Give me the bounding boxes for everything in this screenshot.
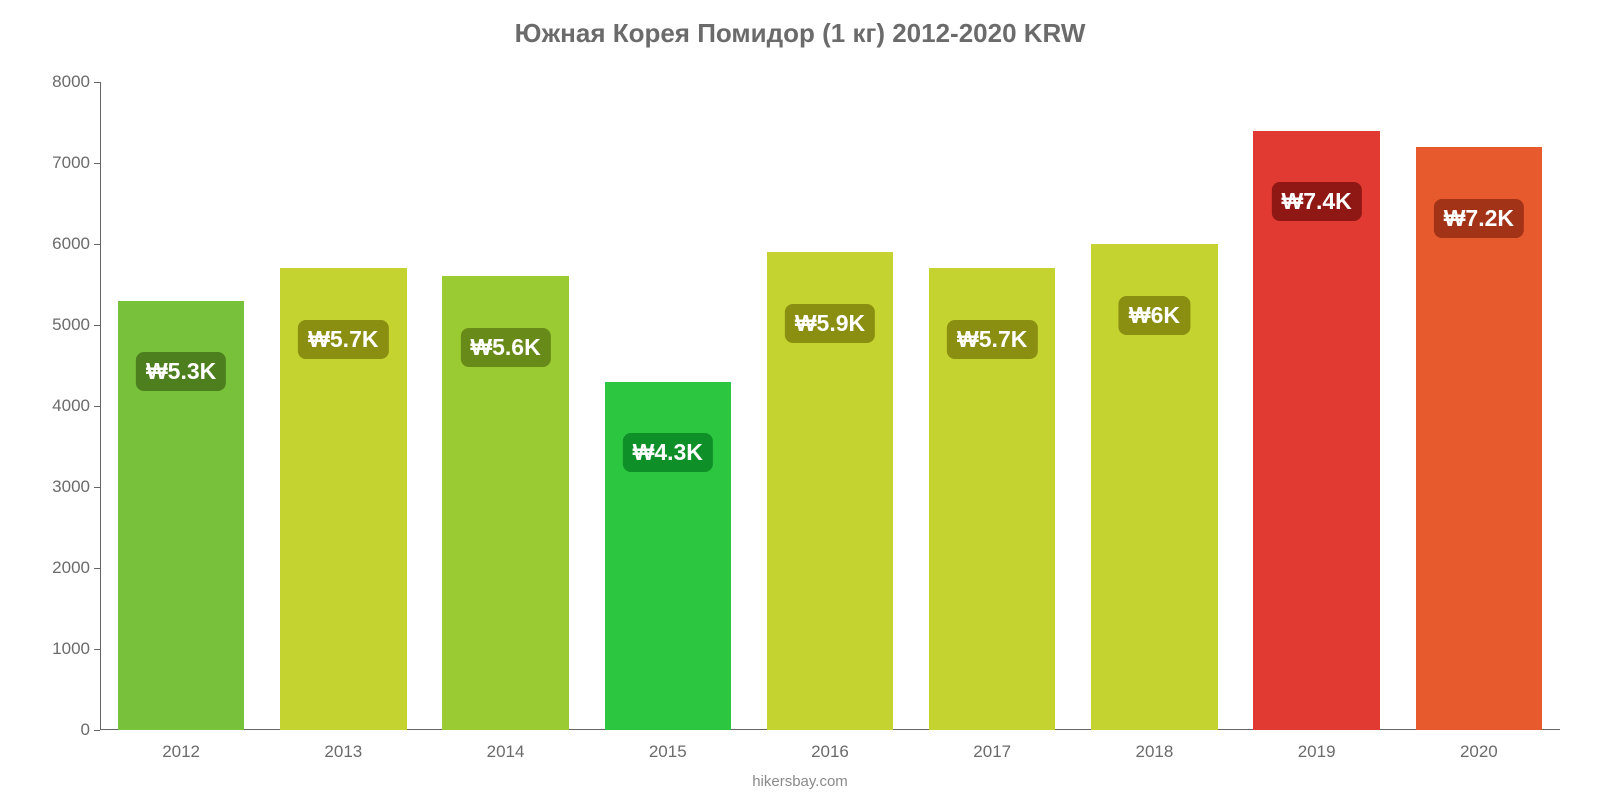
chart-title: Южная Корея Помидор (1 кг) 2012-2020 KRW (0, 18, 1600, 49)
y-tick-label: 5000 (52, 315, 100, 335)
value-badge: ₩5.7K (298, 320, 388, 359)
x-tick-label: 2017 (973, 730, 1011, 762)
bar-slot: ₩4.3K2015 (587, 82, 749, 730)
value-badge: ₩5.9K (785, 304, 875, 343)
y-tick-label: 8000 (52, 72, 100, 92)
bar-slot: ₩7.2K2020 (1398, 82, 1560, 730)
plot-area: ₩5.3K2012₩5.7K2013₩5.6K2014₩4.3K2015₩5.9… (100, 82, 1560, 730)
bar-slot: ₩5.7K2013 (262, 82, 424, 730)
x-tick-label: 2018 (1136, 730, 1174, 762)
bar-chart: Южная Корея Помидор (1 кг) 2012-2020 KRW… (0, 0, 1600, 800)
x-tick-label: 2012 (162, 730, 200, 762)
x-tick-label: 2019 (1298, 730, 1336, 762)
x-tick-label: 2020 (1460, 730, 1498, 762)
bar-slot: ₩7.4K2019 (1236, 82, 1398, 730)
bar-slot: ₩6K2018 (1073, 82, 1235, 730)
value-badge: ₩5.7K (947, 320, 1037, 359)
bars-container: ₩5.3K2012₩5.7K2013₩5.6K2014₩4.3K2015₩5.9… (100, 82, 1560, 730)
value-badge: ₩5.6K (460, 328, 550, 367)
y-tick-label: 7000 (52, 153, 100, 173)
bar-slot: ₩5.7K2017 (911, 82, 1073, 730)
y-tick-label: 6000 (52, 234, 100, 254)
y-tick-label: 0 (81, 720, 100, 740)
chart-footer: hikersbay.com (0, 773, 1600, 790)
value-badge: ₩7.4K (1271, 182, 1361, 221)
x-tick-label: 2013 (324, 730, 362, 762)
value-badge: ₩7.2K (1434, 199, 1524, 238)
bar-slot: ₩5.9K2016 (749, 82, 911, 730)
value-badge: ₩4.3K (623, 433, 713, 472)
bar-slot: ₩5.3K2012 (100, 82, 262, 730)
x-tick-label: 2016 (811, 730, 849, 762)
value-badge: ₩6K (1119, 296, 1190, 335)
y-tick-label: 3000 (52, 477, 100, 497)
y-tick-label: 1000 (52, 639, 100, 659)
value-badge: ₩5.3K (136, 352, 226, 391)
y-tick-label: 4000 (52, 396, 100, 416)
x-tick-label: 2015 (649, 730, 687, 762)
y-tick-label: 2000 (52, 558, 100, 578)
bar-slot: ₩5.6K2014 (424, 82, 586, 730)
x-tick-label: 2014 (487, 730, 525, 762)
